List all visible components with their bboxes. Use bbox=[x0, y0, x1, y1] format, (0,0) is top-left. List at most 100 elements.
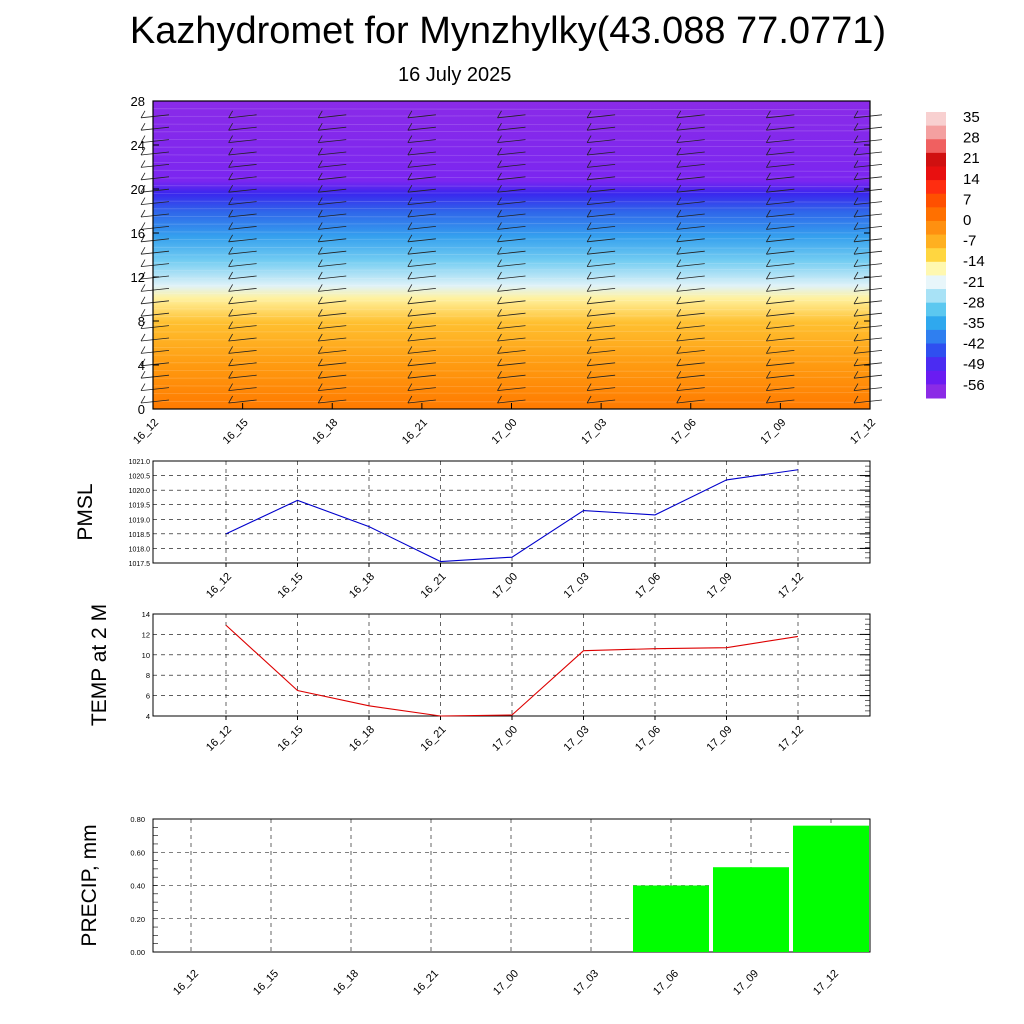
wind-barb bbox=[676, 160, 682, 168]
wind-barb bbox=[676, 321, 682, 329]
wind-barb bbox=[497, 296, 502, 304]
wind-barb bbox=[140, 300, 170, 305]
wind-barb bbox=[853, 222, 859, 230]
wind-barb bbox=[586, 383, 592, 391]
wind-barb bbox=[853, 147, 859, 156]
wind-barb bbox=[228, 147, 233, 156]
wind-barb bbox=[497, 300, 526, 305]
wind-barb bbox=[853, 160, 859, 168]
wind-barb bbox=[853, 346, 859, 354]
wind-barb bbox=[407, 110, 413, 118]
y-tick-label: 1018.0 bbox=[129, 546, 151, 553]
wind-barb bbox=[140, 337, 170, 342]
contour-line bbox=[152, 185, 871, 188]
wind-barb bbox=[766, 300, 795, 305]
wind-barb bbox=[317, 197, 323, 205]
wind-barb bbox=[407, 135, 413, 143]
colorbar-swatch bbox=[926, 193, 946, 208]
wind-barb bbox=[497, 271, 502, 280]
wind-barb bbox=[407, 209, 413, 218]
wind-barb bbox=[407, 250, 436, 255]
wind-barb bbox=[676, 362, 705, 367]
contour-line bbox=[152, 145, 871, 148]
wind-barb bbox=[140, 222, 146, 230]
wind-barb bbox=[407, 325, 436, 329]
contour-line bbox=[152, 268, 871, 271]
wind-barb bbox=[676, 325, 705, 329]
wind-barb bbox=[407, 247, 413, 255]
wind-barb bbox=[853, 387, 883, 391]
wind-barb bbox=[317, 395, 323, 404]
wind-barb bbox=[676, 387, 705, 391]
contour-line bbox=[152, 308, 871, 311]
wind-barb bbox=[587, 263, 616, 267]
wind-barb bbox=[318, 325, 347, 329]
wind-barb bbox=[586, 234, 592, 242]
wind-barb bbox=[228, 247, 233, 255]
wind-barb bbox=[853, 238, 883, 243]
wind-barb bbox=[497, 275, 526, 280]
y-tick-label: 8 bbox=[138, 314, 145, 329]
y-tick-label: 1019.0 bbox=[129, 517, 151, 524]
wind-barb bbox=[587, 164, 616, 168]
x-tick-label: 16_15 bbox=[221, 417, 251, 447]
x-tick-label: 17_09 bbox=[705, 571, 735, 601]
wind-barb bbox=[407, 309, 413, 317]
chart-title: Kazhydromet for Mynzhylky(43.088 77.0771… bbox=[129, 10, 887, 52]
wind-barb bbox=[407, 139, 436, 143]
wind-barb bbox=[497, 201, 526, 205]
wind-barb bbox=[497, 139, 526, 143]
wind-barb bbox=[587, 201, 616, 205]
wind-barb bbox=[853, 325, 883, 329]
contour-line bbox=[152, 293, 871, 295]
wind-barb bbox=[497, 213, 526, 218]
wind-barb bbox=[676, 209, 682, 218]
wind-barb bbox=[586, 346, 592, 354]
wind-barb bbox=[586, 160, 592, 168]
x-tick-label: 17_12 bbox=[776, 724, 806, 754]
contour-line bbox=[152, 253, 871, 256]
wind-barb bbox=[140, 263, 170, 267]
x-tick-label: 17_12 bbox=[811, 968, 841, 998]
wind-barb bbox=[317, 209, 323, 218]
y-tick-label: 16 bbox=[131, 226, 145, 241]
wind-barb bbox=[853, 358, 859, 366]
wind-barb bbox=[228, 271, 233, 280]
wind-barb bbox=[497, 185, 502, 193]
colorbar-swatch bbox=[926, 180, 946, 195]
wind-barb bbox=[676, 201, 705, 205]
wind-barb bbox=[318, 139, 347, 143]
wind-barb bbox=[407, 222, 413, 230]
colorbar-swatch bbox=[926, 370, 946, 385]
x-tick-label: 16_21 bbox=[400, 417, 430, 447]
colorbar-label: 35 bbox=[963, 109, 980, 126]
wind-barb bbox=[586, 123, 592, 131]
wind-barb bbox=[766, 201, 795, 205]
wind-barb bbox=[497, 284, 502, 292]
wind-barb bbox=[853, 185, 859, 193]
colorbar-label: 0 bbox=[963, 212, 971, 229]
contour-line bbox=[152, 108, 871, 111]
wind-barb bbox=[228, 259, 233, 267]
wind-barb bbox=[228, 126, 257, 131]
wind-barb bbox=[140, 371, 146, 379]
wind-barb bbox=[497, 247, 502, 255]
wind-barb bbox=[318, 226, 347, 230]
wind-barb bbox=[766, 238, 795, 243]
wind-barb bbox=[228, 325, 257, 329]
wind-barb bbox=[766, 350, 795, 354]
wind-barb bbox=[407, 271, 413, 280]
wind-barb bbox=[318, 201, 347, 205]
wind-barb bbox=[140, 123, 146, 131]
colorbar-swatch bbox=[926, 261, 946, 276]
wind-barb bbox=[853, 123, 859, 131]
x-tick-label: 16_15 bbox=[251, 968, 281, 998]
wind-barb bbox=[497, 395, 502, 404]
wind-barb bbox=[228, 250, 257, 255]
wind-barb bbox=[228, 358, 233, 366]
wind-barb bbox=[676, 312, 705, 317]
contour-line bbox=[152, 385, 871, 388]
wind-barb bbox=[676, 110, 682, 118]
wind-barb bbox=[228, 374, 257, 379]
wind-barb bbox=[317, 147, 323, 156]
